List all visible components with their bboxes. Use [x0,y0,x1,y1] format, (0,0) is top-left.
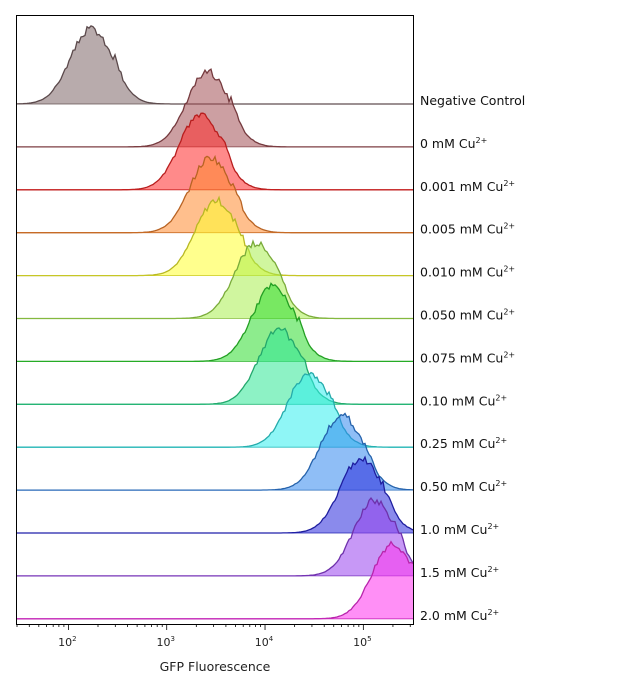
series-histogram [17,455,414,534]
series-fill [17,25,413,104]
series-histogram [17,497,414,577]
x-axis-ticks: 102 103 104 105 [16,624,411,649]
series-fill [17,541,413,619]
series-label: 1.5 mM Cu2+ [420,565,499,580]
series-fill [17,113,413,190]
x-tick-label: 103 [156,635,174,649]
series-label: 0 mM Cu2+ [420,136,487,151]
series-histogram [17,195,413,277]
histogram-curves [16,25,414,620]
series-label: 0.050 mM Cu2+ [420,308,515,323]
series-fill [17,69,413,147]
series-histogram [17,239,413,320]
series-label: Negative Control [420,93,525,108]
series-label: 0.50 mM Cu2+ [420,479,507,494]
series-fill [17,283,413,362]
series-fill [17,328,413,405]
x-tick-label: 102 [58,635,76,649]
series-label: 0.001 mM Cu2+ [420,179,515,194]
series-label: 0.075 mM Cu2+ [420,350,515,365]
plot-frame [16,15,414,625]
series-histogram [17,282,413,363]
series-fill [17,156,413,233]
series-label: 0.25 mM Cu2+ [420,436,507,451]
series-fill [17,498,413,576]
series-fill [17,413,413,491]
series-label: 0.010 mM Cu2+ [420,265,515,280]
x-tick-label: 105 [353,635,371,649]
series-line [17,282,413,363]
series-fill [17,457,413,533]
series-line [17,327,413,405]
series-label: 2.0 mM Cu2+ [420,608,499,623]
series-label: 0.10 mM Cu2+ [420,393,507,408]
x-tick-label: 104 [255,635,274,649]
series-label: 1.0 mM Cu2+ [420,522,499,537]
series-fill [17,372,413,448]
series-fill [17,197,413,276]
row-labels: Negative Control 0 mM Cu2+ 0.001 mM Cu2+ 0.… [420,93,525,623]
x-axis-title: GFP Fluorescence [160,659,271,674]
series-label: 0.005 mM Cu2+ [420,222,515,237]
series-histogram [17,540,414,620]
series-histogram [17,327,413,405]
